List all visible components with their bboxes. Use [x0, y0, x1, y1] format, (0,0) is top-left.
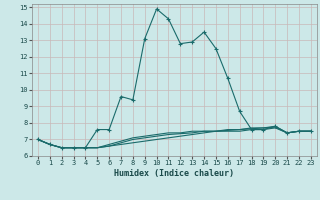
X-axis label: Humidex (Indice chaleur): Humidex (Indice chaleur)	[115, 169, 234, 178]
